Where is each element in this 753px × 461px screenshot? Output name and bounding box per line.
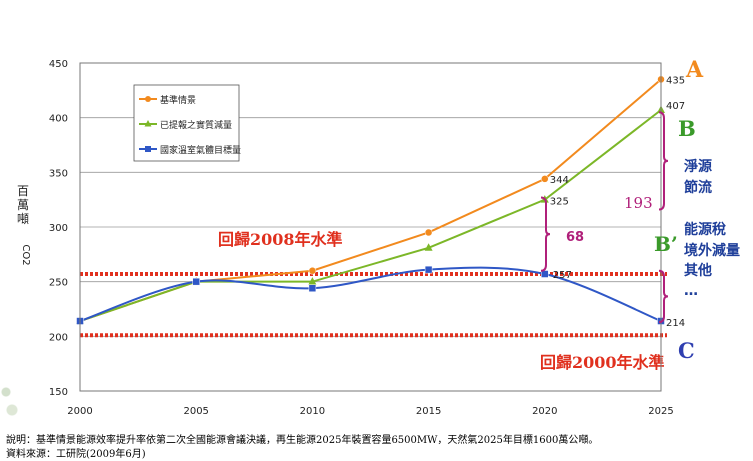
data-point — [541, 175, 549, 183]
y-tick-label: 350 — [49, 168, 68, 179]
x-tick-label: 2015 — [416, 406, 441, 417]
y-tick-label: 450 — [49, 59, 68, 70]
y-tick-label: 400 — [49, 114, 68, 125]
y-axis-label: 百 — [17, 184, 29, 198]
brace-bottom — [658, 269, 669, 324]
x-tick-label: 2000 — [67, 406, 92, 417]
axes: 150 200 250 300 350 400 450 2000 2005 2010 2015 202… — [17, 59, 674, 417]
legend-marker — [145, 96, 151, 102]
data-label: 435 — [666, 75, 685, 86]
side-text: 節流 — [684, 179, 712, 196]
gap-label-68: 68 — [566, 230, 584, 245]
y-tick-label: 250 — [49, 278, 68, 289]
y-axis-label: CO2 — [20, 244, 31, 265]
data-point — [308, 284, 317, 292]
data-point — [308, 277, 317, 285]
data-point — [424, 243, 433, 251]
side-text: 境外減量 — [684, 242, 740, 259]
data-point — [424, 265, 433, 274]
y-axis-label: 噸 — [17, 212, 29, 226]
series-lines: 435 407 344 325 257 214 — [76, 75, 685, 329]
footnote-description: 說明：基準情景能源效率提升率依第二次全國能源會議決議，再生能源2025年裝置容量… — [6, 435, 599, 446]
side-text: 淨源 — [684, 158, 712, 175]
data-label: 257 — [553, 270, 572, 281]
legend-label: 已提報之實質減量 — [160, 119, 232, 131]
data-point — [308, 266, 317, 275]
legend-label: 國家溫室氣體目標量 — [160, 144, 241, 156]
legend-marker — [144, 120, 152, 127]
brace-68 — [540, 196, 551, 272]
data-label: 325 — [550, 197, 569, 208]
footnote-source: 資料來源：工研院(2009年6月) — [6, 449, 146, 460]
data-label: 407 — [666, 101, 685, 112]
data-label: 214 — [666, 318, 685, 329]
x-tick-label: 2025 — [648, 406, 673, 417]
gap-label-193: 193 — [624, 194, 653, 212]
y-tick-label: 200 — [49, 332, 68, 343]
plot-frame — [79, 62, 662, 392]
reference-label-2000: 回歸2000年水準 — [540, 353, 665, 372]
data-point — [192, 277, 200, 286]
data-label: 344 — [550, 175, 569, 186]
y-tick-label: 300 — [49, 223, 68, 234]
reference-label-2008: 回歸2008年水準 — [218, 230, 343, 249]
x-tick-label: 2010 — [300, 406, 325, 417]
x-tick-label: 2020 — [532, 406, 557, 417]
side-text: … — [684, 283, 698, 299]
brace-193 — [658, 111, 669, 211]
series-line-2 — [79, 109, 662, 322]
legend-label: 基準情景 — [160, 94, 196, 106]
legend-marker — [145, 146, 151, 152]
data-point — [424, 228, 433, 237]
y-tick-label: 150 — [49, 387, 68, 398]
letter-b: B — [678, 116, 696, 141]
letter-a: A — [685, 57, 704, 83]
y-axis-label: 萬 — [17, 198, 29, 212]
series-line-3 — [79, 266, 662, 322]
letter-b-prime: B’ — [654, 232, 678, 256]
x-tick-label: 2005 — [183, 406, 208, 417]
decorative-leaf — [0, 368, 20, 428]
side-text: 能源稅 — [684, 221, 726, 238]
annotations: 68 193 A B B’ C 淨源節流能源稅境外減量其他 … — [540, 57, 740, 363]
letter-c: C — [678, 338, 695, 363]
side-text: 其他 — [684, 262, 712, 279]
